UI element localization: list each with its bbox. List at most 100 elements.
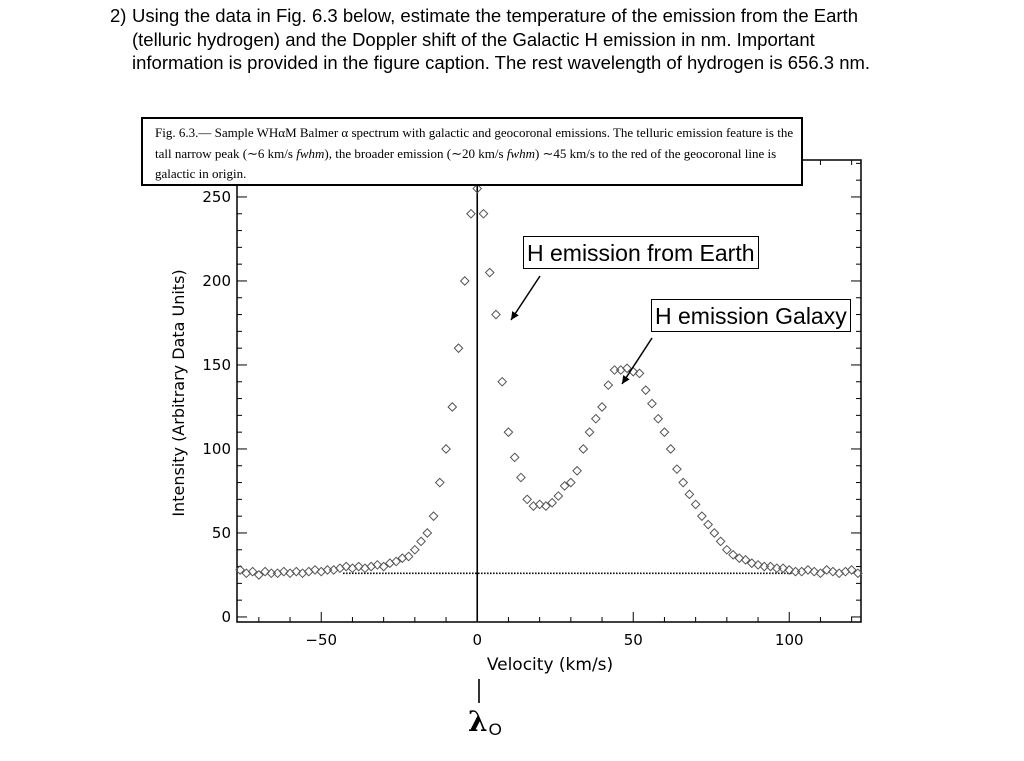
earth-emission-callout: H emission from Earth	[523, 236, 759, 269]
data-point	[803, 565, 813, 575]
x-tick-label: 50	[624, 631, 643, 649]
data-point	[703, 519, 714, 530]
data-point	[447, 402, 458, 412]
data-point	[753, 559, 763, 570]
data-point	[665, 444, 676, 454]
lambda-subscript: O	[488, 720, 502, 739]
data-point	[634, 368, 645, 379]
caption-part-3: ) ∼45 km/s to the red of the geocoronal …	[155, 145, 777, 182]
data-point	[403, 551, 414, 562]
data-point	[540, 501, 551, 511]
data-point	[441, 444, 451, 454]
data-point	[647, 398, 657, 409]
data-point	[852, 568, 863, 579]
data-point	[565, 477, 576, 488]
data-point	[734, 553, 745, 564]
question-number: 2)	[110, 5, 127, 26]
earth-callout-arrow	[510, 275, 541, 321]
caption-label: Fig. 6.3.—	[155, 125, 212, 140]
data-point	[484, 267, 495, 278]
rest-wavelength-label: λO	[468, 706, 502, 746]
y-axis-label: Intensity (Arbitrary Data Units)	[169, 269, 188, 516]
data-point	[416, 536, 426, 547]
data-point	[597, 402, 607, 412]
plot-frame	[236, 159, 862, 623]
data-point	[778, 563, 788, 574]
y-tick-label: 0	[221, 608, 231, 626]
caption-fwhm-2: fwhm	[506, 145, 535, 161]
x-tick-label: −50	[305, 631, 337, 649]
earth-callout-arrow-head	[511, 311, 519, 320]
data-point	[516, 472, 526, 483]
x-axis-label: Velocity (km/s)	[487, 655, 613, 675]
caption-fwhm-1: fwhm	[296, 145, 325, 161]
data-point	[235, 565, 246, 575]
data-point	[278, 566, 289, 577]
data-point	[622, 363, 632, 374]
galaxy-emission-callout: H emission Galaxy	[651, 299, 851, 332]
data-point	[310, 565, 320, 575]
question-text: Using the data in Fig. 6.3 below, estima…	[132, 5, 871, 73]
data-point	[391, 556, 402, 567]
data-point	[553, 491, 564, 501]
data-point	[715, 536, 726, 547]
lambda-symbol: λ	[468, 705, 488, 738]
figure-caption: Fig. 6.3.— Sample WHαM Balmer α spectrum…	[141, 117, 803, 186]
data-point	[690, 499, 701, 510]
data-point	[491, 309, 501, 320]
data-point	[478, 208, 489, 219]
y-tick-label: 150	[202, 356, 231, 374]
data-point	[728, 549, 738, 560]
data-point	[378, 561, 389, 572]
data-point	[821, 565, 832, 575]
y-tick-label: 100	[202, 440, 231, 458]
caption-part-1: Sample WHαM Balmer α spectrum with galac…	[155, 125, 794, 161]
data-point	[522, 494, 533, 505]
data-point	[828, 566, 838, 577]
data-point	[672, 464, 682, 475]
data-point	[809, 566, 820, 577]
data-point	[253, 570, 264, 580]
data-point	[353, 561, 364, 572]
data-point	[559, 481, 570, 491]
data-point	[428, 511, 439, 522]
data-point	[466, 208, 476, 219]
data-point	[846, 565, 857, 575]
y-tick-label: 250	[202, 188, 231, 206]
data-point	[746, 558, 757, 569]
data-point	[640, 385, 651, 396]
data-point	[459, 276, 470, 286]
data-point	[291, 566, 302, 577]
question: 2) Using the data in Fig. 6.3 below, est…	[110, 4, 910, 75]
galaxy-callout-arrow-head	[622, 375, 630, 384]
data-point	[247, 566, 258, 577]
data-point	[572, 465, 582, 476]
data-point	[709, 528, 720, 538]
data-point	[497, 376, 508, 387]
y-tick-label: 200	[202, 272, 231, 290]
data-point	[260, 566, 270, 577]
data-point	[372, 559, 383, 570]
data-point	[696, 511, 707, 522]
data-point	[472, 183, 483, 194]
data-point	[509, 452, 520, 463]
data-point	[653, 413, 664, 424]
galaxy-callout-arrow	[621, 337, 653, 385]
data-point	[547, 497, 558, 508]
data-point	[678, 477, 689, 488]
data-point	[590, 413, 601, 424]
data-point	[584, 427, 595, 438]
caption-part-2: ), the broader emission (∼20 km/s	[324, 145, 507, 161]
data-point	[684, 489, 695, 500]
data-point	[784, 565, 795, 575]
data-point	[503, 427, 514, 438]
data-point	[422, 528, 433, 538]
data-point	[534, 499, 545, 510]
data-point	[740, 554, 751, 565]
y-tick-label: 50	[212, 524, 231, 542]
data-point	[453, 343, 464, 354]
data-point	[603, 380, 614, 391]
data-point	[341, 561, 352, 572]
data-point	[659, 427, 670, 438]
data-point	[765, 561, 776, 572]
